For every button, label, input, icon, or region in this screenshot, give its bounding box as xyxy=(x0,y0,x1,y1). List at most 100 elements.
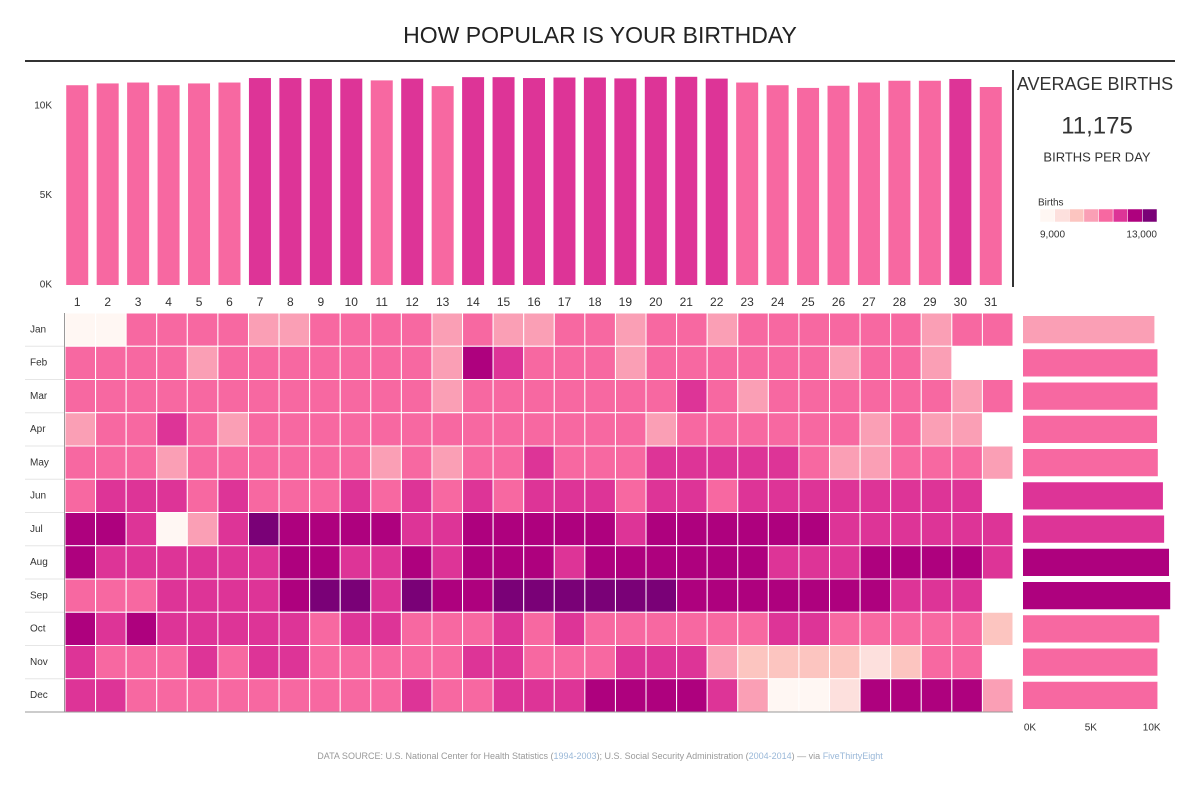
heat-cell xyxy=(767,412,800,447)
heat-cell xyxy=(339,645,372,680)
legend-swatch xyxy=(1127,208,1143,223)
legend-title: Births xyxy=(1038,198,1064,209)
x-tick-label: 0K xyxy=(1024,723,1037,734)
bar xyxy=(127,82,150,286)
heat-cell xyxy=(462,545,494,580)
heat-cell xyxy=(156,678,188,713)
bar xyxy=(827,85,850,286)
heat-cell xyxy=(247,312,280,347)
heat-cell xyxy=(370,312,402,347)
row-label: Sep xyxy=(30,590,48,601)
bar xyxy=(675,76,698,285)
heat-cell xyxy=(95,379,127,414)
heat-cell xyxy=(890,545,922,580)
heat-cell xyxy=(645,412,678,447)
x-tick-label: 18 xyxy=(588,295,602,309)
x-tick-label: 13 xyxy=(436,295,450,309)
x-tick-label: 21 xyxy=(680,295,694,309)
footer-link[interactable]: FiveThirtyEight xyxy=(823,751,884,761)
heat-cell xyxy=(737,412,769,447)
heat-cell xyxy=(64,678,97,713)
heat-cell xyxy=(95,611,127,646)
heat-cell xyxy=(492,312,525,347)
heat-cell xyxy=(645,312,678,347)
heat-cell xyxy=(737,645,769,680)
heat-cell xyxy=(309,545,341,580)
heat-cell xyxy=(767,645,800,680)
heat-cell xyxy=(400,611,433,646)
heat-cell xyxy=(767,578,800,613)
footer-text: ) — via xyxy=(792,751,823,761)
heat-cell xyxy=(217,312,249,347)
heat-cell xyxy=(737,312,769,347)
heat-cell xyxy=(798,678,831,713)
heat-cell xyxy=(523,545,555,580)
heat-cell xyxy=(645,678,678,713)
heat-cell xyxy=(217,412,249,447)
heat-cell xyxy=(859,678,892,713)
heat-cell xyxy=(339,445,372,480)
heat-cell xyxy=(462,379,494,414)
month-bar xyxy=(1023,349,1158,377)
heat-cell xyxy=(278,445,311,480)
heat-cell xyxy=(431,678,464,713)
heat-cell xyxy=(156,611,188,646)
heat-cell xyxy=(492,545,525,580)
bar xyxy=(949,78,972,285)
heat-cell xyxy=(186,645,219,680)
heat-cell xyxy=(614,512,647,547)
month-bar xyxy=(1023,449,1158,477)
heat-cell xyxy=(400,512,433,547)
x-tick-label: 29 xyxy=(923,295,937,309)
row-label: Apr xyxy=(30,424,46,435)
heat-cell xyxy=(859,645,892,680)
heat-cell xyxy=(584,312,616,347)
heat-cell xyxy=(95,678,127,713)
heat-cell xyxy=(492,645,525,680)
bar xyxy=(188,83,211,285)
heat-cell xyxy=(217,478,249,513)
heat-cell xyxy=(156,478,188,513)
x-tick-label: 26 xyxy=(832,295,846,309)
heat-cell xyxy=(553,379,586,414)
heat-cell xyxy=(859,379,892,414)
footer-link[interactable]: 1994-2003 xyxy=(554,751,597,761)
heat-cell xyxy=(706,478,739,513)
heat-cell xyxy=(920,678,953,713)
legend-max: 13,000 xyxy=(1126,230,1157,241)
heat-cell xyxy=(125,578,158,613)
heat-cell xyxy=(706,345,739,380)
heat-cell xyxy=(645,645,678,680)
heat-cell xyxy=(614,678,647,713)
heat-cell xyxy=(64,512,97,547)
heat-cell xyxy=(706,611,739,646)
x-tick-label: 12 xyxy=(406,295,420,309)
heat-cell xyxy=(309,379,341,414)
heat-cell xyxy=(859,345,892,380)
heat-cell xyxy=(706,545,739,580)
x-tick-label: 2 xyxy=(104,295,111,309)
heat-cell xyxy=(890,412,922,447)
month-bar xyxy=(1023,648,1158,676)
heat-cell xyxy=(278,379,311,414)
heat-cell xyxy=(737,545,769,580)
heat-cell xyxy=(64,645,97,680)
heat-cell xyxy=(584,345,616,380)
heat-cell xyxy=(247,512,280,547)
heat-cell xyxy=(920,379,953,414)
row-label: Oct xyxy=(30,624,46,635)
heat-cell xyxy=(492,345,525,380)
bar xyxy=(340,78,363,285)
legend-swatch xyxy=(1112,208,1128,223)
heat-cell xyxy=(186,478,219,513)
heat-cell xyxy=(400,312,433,347)
bar xyxy=(157,85,180,286)
heat-cell xyxy=(186,412,219,447)
heat-cell xyxy=(156,379,188,414)
footer-text: DATA SOURCE: U.S. National Center for He… xyxy=(317,751,553,761)
heat-cell xyxy=(890,345,922,380)
heat-cell xyxy=(370,478,402,513)
footer-link[interactable]: 2004-2014 xyxy=(749,751,792,761)
heat-cell xyxy=(431,512,464,547)
heat-cell xyxy=(676,412,708,447)
